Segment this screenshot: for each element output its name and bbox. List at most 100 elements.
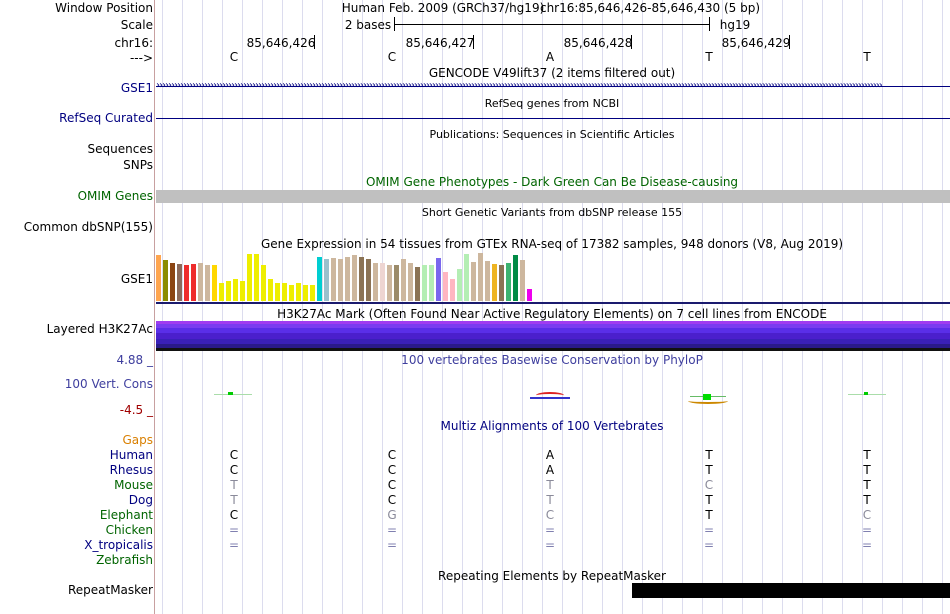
omim-feature[interactable] (156, 190, 950, 203)
scale-bar (394, 24, 709, 25)
gtex-tissue-bar[interactable] (380, 263, 385, 301)
gtex-tissue-bar[interactable] (275, 283, 280, 301)
gtex-tissue-bar[interactable] (177, 264, 182, 301)
multiz-species-label[interactable]: X_tropicalis (84, 538, 153, 552)
gtex-tissue-bar[interactable] (324, 259, 329, 301)
gtex-tissue-bar[interactable] (184, 265, 189, 301)
gtex-tissue-bar[interactable] (261, 265, 266, 301)
multiz-aligned-base: C (862, 508, 872, 522)
gtex-tissue-bar[interactable] (226, 281, 231, 301)
h3k27ac-signal[interactable] (156, 321, 950, 351)
multiz-species-label[interactable]: Elephant (99, 508, 153, 522)
multiz-aligned-base: T (863, 463, 871, 477)
multiz-aligned-base: T (705, 508, 713, 522)
gtex-tissue-bar[interactable] (303, 285, 308, 301)
gtex-tissue-bar[interactable] (170, 263, 175, 301)
coordinate-tick-label: 85,646,429 (721, 36, 791, 50)
gtex-tissue-bar[interactable] (156, 255, 161, 301)
gtex-tissue-bar[interactable] (429, 265, 434, 301)
gtex-tissue-bar[interactable] (289, 285, 294, 301)
track-label-repeatmasker[interactable]: RepeatMasker (67, 583, 153, 597)
gtex-tissue-bar[interactable] (296, 283, 301, 301)
gtex-tissue-bar[interactable] (527, 289, 532, 301)
gtex-tissue-bar[interactable] (373, 263, 378, 301)
gtex-tissue-bar[interactable] (387, 265, 392, 301)
track-label-omim[interactable]: OMIM Genes (77, 189, 153, 203)
gtex-tissue-bar[interactable] (212, 265, 217, 301)
gtex-tissue-bar[interactable] (282, 283, 287, 301)
gtex-tissue-bar[interactable] (450, 279, 455, 301)
gtex-tissue-bar[interactable] (254, 254, 259, 301)
track-label-sequences[interactable]: Sequences (87, 142, 153, 156)
multiz-species-label[interactable]: Mouse (114, 478, 153, 492)
assembly-title: Human Feb. 2009 (GRCh37/hg19) (341, 1, 545, 15)
gencode-gene-feature[interactable]: ››››››››››››››››››››››››››››››››››››››››… (156, 81, 950, 93)
strand-arrow-label: ---> (129, 51, 153, 65)
gtex-tissue-bar[interactable] (394, 265, 399, 301)
gtex-tissue-bar[interactable] (198, 263, 203, 301)
multiz-aligned-base: C (229, 508, 239, 522)
gtex-tissue-bar[interactable] (464, 254, 469, 301)
gtex-tissue-bar[interactable] (205, 265, 210, 301)
gtex-tissue-bar[interactable] (317, 257, 322, 301)
gtex-tissue-bar[interactable] (338, 259, 343, 301)
gtex-tissue-bar[interactable] (247, 254, 252, 301)
gtex-tissue-bar[interactable] (191, 264, 196, 301)
gtex-tissue-bar[interactable] (499, 265, 504, 301)
gtex-tissue-bar[interactable] (485, 261, 490, 301)
gtex-tissue-bar[interactable] (513, 255, 518, 301)
track-label-gse1-gencode[interactable]: GSE1 (120, 81, 153, 95)
repeatmasker-element[interactable] (632, 583, 950, 598)
coordinate-tick (631, 35, 632, 49)
track-label-common-dbsnp[interactable]: Common dbSNP(155) (23, 220, 153, 234)
gtex-tissue-bar[interactable] (443, 272, 448, 301)
gtex-bar-graph[interactable] (156, 253, 950, 301)
gtex-tissue-bar[interactable] (457, 269, 462, 301)
multiz-species-label[interactable]: Human (109, 448, 153, 462)
gtex-tissue-bar[interactable] (401, 259, 406, 301)
coordinate-tick (789, 35, 790, 49)
track-label-gse1-gtex[interactable]: GSE1 (120, 272, 153, 286)
track-label-vert-cons[interactable]: 100 Vert. Cons (64, 377, 153, 391)
multiz-species-label[interactable]: Chicken (105, 523, 153, 537)
multiz-aligned-base: C (387, 478, 397, 492)
gtex-tissue-bar[interactable] (471, 262, 476, 301)
gtex-tissue-bar[interactable] (359, 257, 364, 301)
gtex-tissue-bar[interactable] (436, 258, 441, 301)
gtex-tissue-bar[interactable] (268, 279, 273, 301)
reference-base: T (863, 50, 871, 64)
gtex-tissue-bar[interactable] (506, 263, 511, 301)
multiz-species-label[interactable]: Rhesus (109, 463, 153, 477)
scale-label: Scale (120, 18, 153, 32)
multiz-aligned-base: = (228, 538, 240, 552)
track-label-snps[interactable]: SNPs (123, 158, 153, 172)
gtex-tissue-bar[interactable] (408, 263, 413, 301)
multiz-aligned-base: G (387, 508, 397, 522)
multiz-species-label[interactable]: Dog (128, 493, 153, 507)
refseq-gene-feature[interactable] (156, 118, 950, 119)
gtex-tissue-bar[interactable] (163, 260, 168, 301)
gtex-tissue-bar[interactable] (366, 259, 371, 301)
gtex-tissue-bar[interactable] (233, 279, 238, 301)
track-label-layered-h3k27ac[interactable]: Layered H3K27Ac (46, 322, 153, 336)
phylop-score (214, 394, 252, 395)
gtex-tissue-bar[interactable] (422, 265, 427, 301)
gtex-tissue-bar[interactable] (352, 255, 357, 301)
gencode-track-title: GENCODE V49lift37 (2 items filtered out) (428, 66, 676, 80)
gtex-tissue-bar[interactable] (219, 283, 224, 301)
coordinate-tick-label: 85,646,428 (563, 36, 633, 50)
conservation-min-label: -4.5 _ (119, 403, 153, 417)
gtex-tissue-bar[interactable] (520, 260, 525, 301)
gtex-tissue-bar[interactable] (331, 258, 336, 301)
gtex-tissue-bar[interactable] (478, 253, 483, 301)
gtex-tissue-bar[interactable] (310, 285, 315, 301)
gtex-tissue-bar[interactable] (240, 281, 245, 301)
gtex-tissue-bar[interactable] (492, 264, 497, 301)
multiz-gaps-label: Gaps (122, 433, 153, 447)
gtex-tissue-bar[interactable] (345, 257, 350, 301)
multiz-track-title: Multiz Alignments of 100 Vertebrates (440, 419, 664, 433)
gtex-tissue-bar[interactable] (415, 267, 420, 301)
multiz-species-label[interactable]: Zebrafish (96, 553, 153, 567)
track-label-refseq[interactable]: RefSeq Curated (59, 111, 153, 125)
